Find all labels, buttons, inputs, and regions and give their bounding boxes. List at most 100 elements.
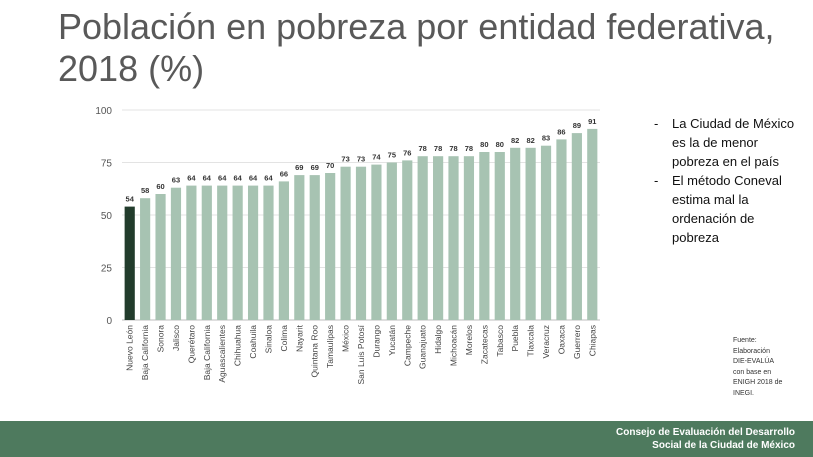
x-tick-label: México [341,325,351,352]
x-tick-label: Jalisco [171,325,181,351]
data-label: 58 [141,186,149,195]
data-label: 82 [526,136,534,145]
footer-line-1: Consejo de Evaluación del Desarrollo [616,427,795,438]
x-tick-label: Guerrero [572,325,582,359]
data-label: 78 [465,144,473,153]
x-tick-label: Tabasco [495,325,505,357]
bar [294,175,305,320]
poverty-bar-chart: 0 25 50 75 100 54 Nuevo León 58 Baja California 6… [95,106,600,385]
data-label: 64 [264,174,273,183]
x-tick-label: Tlaxcala [526,325,536,357]
data-label: 64 [187,174,196,183]
y-tick-label: 100 [95,106,112,117]
source-line: ENIGH 2018 de [733,379,783,386]
bar [525,147,536,320]
data-label: 78 [419,144,427,153]
data-label: 64 [203,174,212,183]
footer-text: Consejo de Evaluación del Desarrollo Soc… [616,426,795,452]
bar [325,173,336,320]
title-line-2: 2018 (%) [58,48,205,89]
x-tick-label: Zacatecas [479,325,489,364]
x-tick-label: Sonora [156,325,166,353]
slide-title: Población en pobreza por entidad federat… [58,6,798,90]
bar [201,185,212,320]
y-tick-label: 0 [106,316,112,327]
x-tick-label: Hidalgo [433,325,443,354]
y-tick-label: 75 [101,159,113,170]
source-note: Fuente: Elaboración DIE-EVALÚA con base … [733,336,809,399]
bullet-item: - La Ciudad de México es la de menor pob… [652,114,802,171]
source-line: con base en [733,368,772,376]
x-tick-label: Sinaloa [263,325,273,354]
bar [510,147,521,320]
data-label: 73 [341,155,349,164]
x-tick-label: Chiapas [587,325,597,356]
bar [587,128,598,320]
data-label: 83 [542,134,550,143]
source-line: DIE-EVALÚA [733,358,775,365]
bar [386,162,397,320]
data-label: 60 [156,182,164,191]
data-label: 91 [588,117,596,126]
x-tick-label: San Luis Potosí [356,324,366,384]
y-tick-label: 50 [101,211,113,222]
data-label: 66 [280,169,288,178]
x-tick-label: Querétaro [186,325,196,364]
x-tick-label: Tamaulipas [325,325,335,368]
x-tick-label: Coahuila [248,325,258,359]
x-tick-label: Chihuahua [233,325,243,366]
bar [463,156,475,320]
data-label: 86 [557,127,565,136]
source-line: Elaboración [733,347,770,355]
data-label: 64 [233,174,242,183]
bar [278,181,289,320]
x-tick-label: Baja California [140,325,150,381]
x-tick-label: Michoacán [449,325,459,366]
bar [309,175,320,320]
x-tick-label: Nayarit [294,324,304,352]
bar [540,145,552,320]
data-label: 78 [449,144,457,153]
x-tick-label: Colima [279,325,289,352]
footer-bar: Consejo de Evaluación del Desarrollo Soc… [0,421,813,457]
bar [186,185,197,320]
bar [479,152,490,320]
bar [371,164,382,320]
data-label: 75 [388,151,396,160]
bullet-text: El método Coneval estima mal la ordenaci… [672,173,782,245]
bullet-list: - La Ciudad de México es la de menor pob… [652,114,802,247]
bar [217,185,228,320]
data-label: 80 [496,140,504,149]
x-tick-label: Yucatán [387,325,397,356]
x-tick-label: Nuevo León [125,325,135,371]
bar [170,187,182,320]
x-tick-label: Durango [371,325,381,358]
data-label: 74 [372,153,381,162]
bullet-item: - El método Coneval estima mal la ordena… [652,171,802,247]
data-label: 76 [403,148,411,157]
x-tick-label: Campeche [402,325,412,366]
bar [433,156,444,320]
x-tick-label: Morelos [464,325,474,355]
title-line-1: Población en pobreza por entidad federat… [58,6,775,47]
x-tick-label: Veracruz [541,325,551,359]
bar [556,139,567,320]
x-tick-label: Oaxaca [556,325,566,355]
bar [247,185,259,320]
footer-line-2: Social de la Ciudad de México [652,440,795,451]
source-line: INEGI. [733,389,755,397]
bullet-dash: - [654,173,659,188]
data-label: 78 [434,144,442,153]
data-label: 69 [295,163,303,172]
bar [340,166,351,320]
bar [417,156,428,320]
y-tick-label: 25 [101,264,113,275]
bar [355,166,367,320]
bar [402,160,413,320]
bar [448,156,459,320]
x-tick-label: Aguascalientes [217,325,227,383]
data-label: 63 [172,176,180,185]
x-tick-label: Baja California [202,325,212,381]
x-tick-label: Puebla [510,325,520,352]
bar [571,133,582,320]
